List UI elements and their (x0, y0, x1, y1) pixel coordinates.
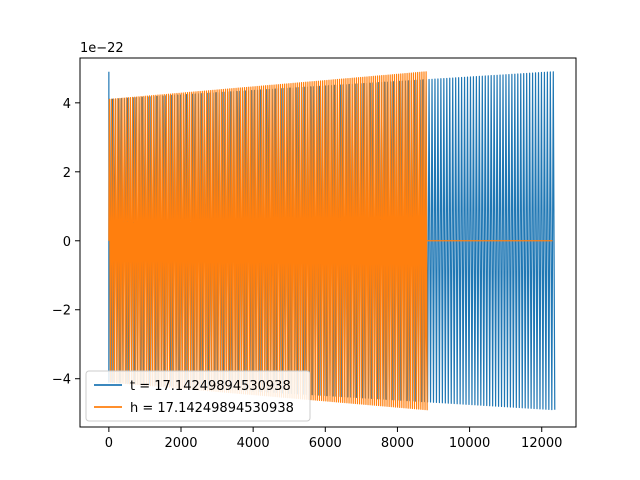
x-tick-label: 8000 (381, 436, 414, 451)
x-tick-label: 4000 (237, 436, 270, 451)
x-tick-label: 6000 (309, 436, 342, 451)
y-tick-label: 0 (63, 235, 71, 250)
axes-frame (79, 57, 577, 428)
x-tick-label: 0 (105, 436, 113, 451)
x-tick-label: 2000 (164, 436, 197, 451)
y-tick-label: 2 (63, 166, 71, 181)
x-axis: 0 2000 4000 6000 8000 10000 12000 (105, 427, 562, 451)
x-tick-label: 12000 (521, 436, 562, 451)
y-axis: −4 −2 0 2 4 (52, 97, 80, 388)
legend-label: t = 17.14249894530938 (130, 379, 291, 394)
x-tick-label: 10000 (449, 436, 490, 451)
y-scale-label: 1e−22 (80, 41, 124, 56)
legend: t = 17.14249894530938 h = 17.142498945309… (85, 370, 311, 422)
y-tick-label: 4 (63, 97, 71, 112)
legend-box (85, 370, 311, 422)
y-tick-label: −4 (52, 373, 71, 388)
legend-label: h = 17.14249894530938 (130, 401, 294, 416)
y-tick-label: −2 (52, 304, 71, 319)
